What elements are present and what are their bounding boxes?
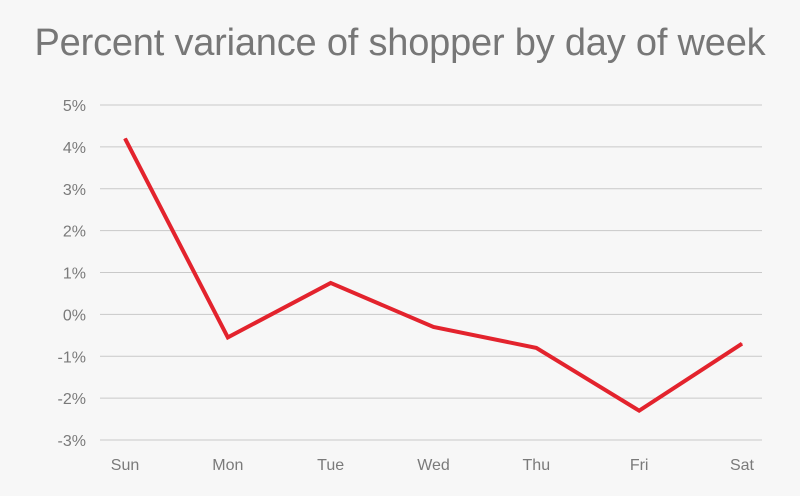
y-tick-label: 3%: [63, 182, 86, 199]
x-tick-label: Mon: [212, 457, 243, 474]
data-point: [433, 326, 434, 328]
x-tick-label: Thu: [523, 457, 551, 474]
y-tick-label: 4%: [63, 140, 86, 157]
x-tick-label: Sun: [111, 457, 139, 474]
chart-title: Percent variance of shopper by day of we…: [34, 22, 766, 64]
gridlines: [100, 104, 762, 441]
y-tick-label: 1%: [63, 266, 86, 283]
y-tick-label: 5%: [63, 98, 86, 115]
x-tick-label: Sat: [730, 457, 755, 474]
data-point: [638, 410, 640, 412]
x-tick-label: Wed: [417, 457, 450, 474]
series-line: [123, 137, 744, 414]
x-axis-tick-labels: Sun Mon Tue Wed Thu Fri Sat: [111, 457, 755, 474]
data-point: [330, 282, 332, 284]
y-tick-label: -2%: [58, 391, 86, 408]
y-axis-tick-labels: 5% 4% 3% 2% 1% 0% -1% -2% -3%: [58, 98, 86, 450]
data-point: [535, 347, 537, 349]
data-point: [227, 336, 229, 338]
y-tick-label: 2%: [63, 224, 86, 241]
series-layer: [123, 137, 744, 414]
data-point: [124, 138, 126, 139]
y-tick-label: 0%: [63, 307, 86, 324]
x-tick-label: Fri: [630, 457, 649, 474]
y-tick-label: -3%: [58, 433, 86, 450]
y-tick-label: -1%: [58, 349, 86, 366]
data-point: [741, 343, 743, 345]
x-tick-label: Tue: [317, 457, 344, 474]
